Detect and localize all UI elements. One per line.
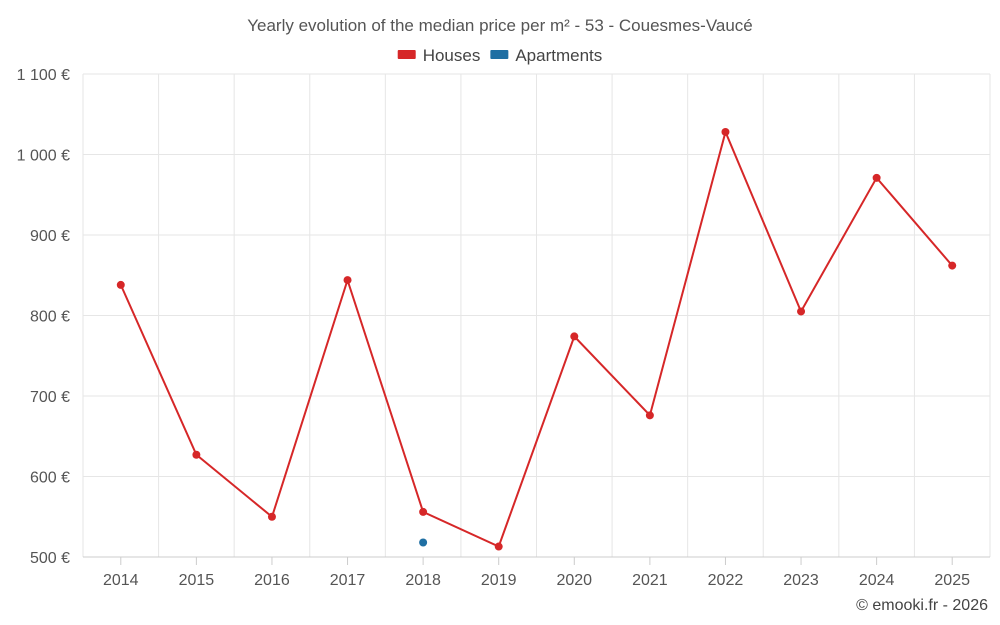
data-point-houses[interactable]	[267, 512, 276, 521]
x-tick-label: 2014	[103, 572, 139, 589]
data-point-houses[interactable]	[343, 276, 352, 285]
data-point-houses[interactable]	[570, 332, 579, 341]
data-point-apartments[interactable]	[419, 538, 428, 547]
legend: Houses Apartments	[397, 46, 602, 65]
legend-label-houses: Houses	[423, 46, 481, 65]
x-tick-label: 2016	[254, 572, 290, 589]
x-axis: 2014 2015 2016 2017 2018 2019 2020 2021 2022 2023…	[83, 556, 990, 589]
x-tick-label: 2017	[330, 572, 366, 589]
legend-label-apartments: Apartments	[515, 46, 602, 65]
x-tick-label: 2015	[179, 572, 215, 589]
y-tick-label: 700 €	[30, 389, 70, 406]
legend-swatch-apartments	[490, 50, 509, 59]
series-layer	[116, 127, 957, 551]
grid	[82, 73, 991, 557]
x-tick-label: 2025	[934, 572, 970, 589]
legend-item-houses[interactable]: Houses	[397, 46, 481, 65]
y-tick-label: 1 100 €	[17, 67, 70, 84]
data-point-houses[interactable]	[192, 450, 201, 459]
data-point-houses[interactable]	[721, 127, 730, 136]
data-point-houses[interactable]	[872, 173, 881, 182]
x-tick-label: 2019	[481, 572, 517, 589]
legend-item-apartments[interactable]: Apartments	[490, 46, 602, 65]
x-tick-label: 2022	[708, 572, 744, 589]
data-point-houses[interactable]	[419, 507, 428, 516]
x-tick-label: 2020	[556, 572, 592, 589]
y-tick-label: 600 €	[30, 470, 70, 487]
y-tick-label: 800 €	[30, 309, 70, 326]
chart-title: Yearly evolution of the median price per…	[247, 16, 753, 35]
y-tick-label: 1 000 €	[17, 148, 70, 165]
x-tick-label: 2021	[632, 572, 668, 589]
legend-swatch-houses	[397, 50, 416, 59]
series-houses	[116, 127, 957, 551]
x-tick-label: 2018	[405, 572, 441, 589]
y-tick-label: 500 €	[30, 550, 70, 567]
data-point-houses[interactable]	[797, 307, 806, 316]
data-point-houses[interactable]	[948, 261, 957, 270]
data-point-houses[interactable]	[645, 411, 654, 420]
x-tick-label: 2023	[783, 572, 819, 589]
series-apartments	[419, 538, 428, 547]
credit-text: © emooki.fr - 2026	[856, 597, 988, 614]
series-line-houses	[119, 128, 953, 548]
x-tick-label: 2024	[859, 572, 895, 589]
y-axis: 500 € 600 € 700 € 800 € 900 € 1 000 € 1 100 €	[17, 67, 70, 567]
data-point-houses[interactable]	[116, 280, 125, 289]
y-tick-label: 900 €	[30, 228, 70, 245]
data-point-houses[interactable]	[494, 542, 503, 551]
